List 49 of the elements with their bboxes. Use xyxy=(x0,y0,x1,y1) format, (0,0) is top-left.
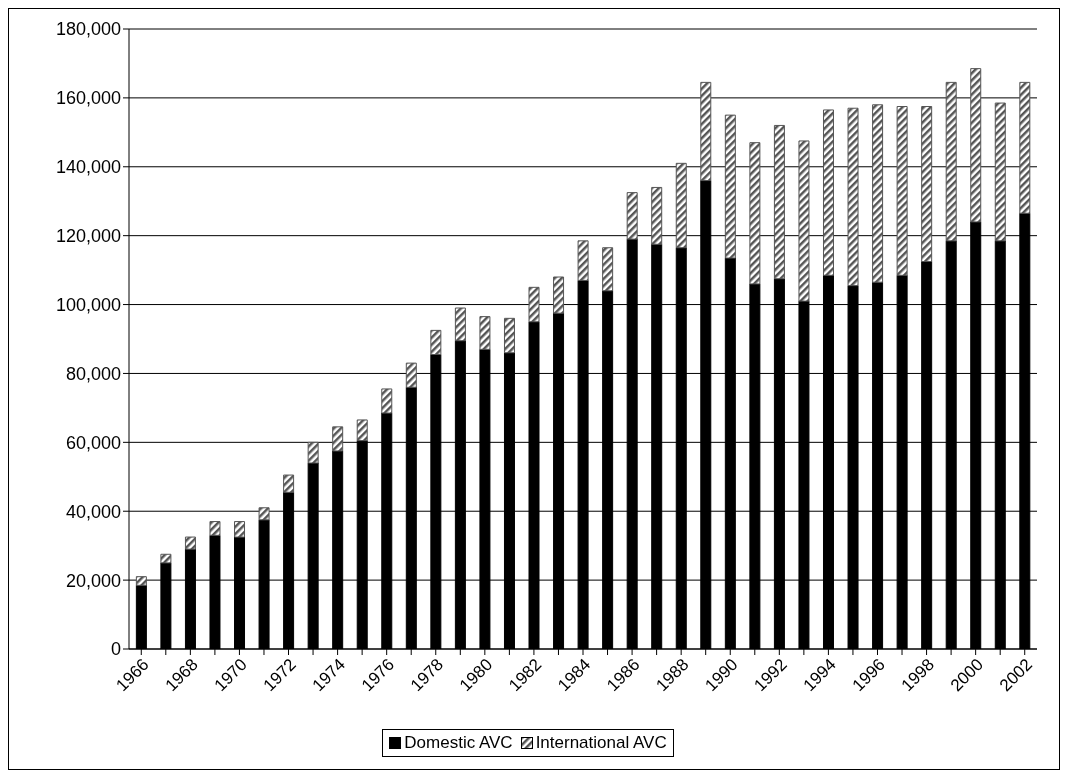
bar xyxy=(160,553,172,564)
y-tick-label: 100,000 xyxy=(55,294,121,315)
bar xyxy=(528,286,540,323)
bar xyxy=(184,536,196,550)
bar xyxy=(798,140,810,302)
y-tick-label: 180,000 xyxy=(55,19,121,40)
bar xyxy=(896,106,908,276)
bar xyxy=(921,106,933,262)
y-tick-label: 80,000 xyxy=(65,363,121,384)
bar xyxy=(307,441,319,464)
bar xyxy=(430,329,442,355)
bar xyxy=(479,316,491,350)
bar xyxy=(332,426,344,452)
bar xyxy=(234,521,246,538)
y-tick-label: 20,000 xyxy=(65,570,121,591)
bar xyxy=(970,68,982,223)
legend-label: Domestic AVC xyxy=(404,733,513,753)
bar xyxy=(749,142,761,285)
y-tick-label: 0 xyxy=(110,639,121,660)
bar xyxy=(503,317,515,354)
y-tick-label: 60,000 xyxy=(65,432,121,453)
bar xyxy=(602,247,614,292)
y-tick-label: 160,000 xyxy=(55,88,121,109)
y-tick-label: 40,000 xyxy=(65,501,121,522)
y-tick-label: 120,000 xyxy=(55,226,121,247)
bar xyxy=(135,576,147,586)
bar xyxy=(1019,81,1031,214)
bar xyxy=(209,521,221,536)
bar xyxy=(700,81,712,182)
bar xyxy=(577,240,589,281)
bar xyxy=(626,192,638,240)
bar xyxy=(945,81,957,242)
y-tick-label: 140,000 xyxy=(55,157,121,178)
bar xyxy=(823,109,834,276)
bar xyxy=(454,307,466,342)
bar xyxy=(872,104,884,283)
bar xyxy=(847,107,859,287)
bar xyxy=(651,186,663,245)
bar xyxy=(356,419,368,442)
bar xyxy=(283,474,295,493)
bar xyxy=(724,114,736,259)
legend-label: International AVC xyxy=(535,733,667,753)
bar xyxy=(675,162,687,249)
bar xyxy=(553,276,565,314)
bar xyxy=(405,362,417,388)
bar xyxy=(258,507,270,521)
bar xyxy=(773,124,785,280)
bar xyxy=(994,102,1006,242)
bar xyxy=(381,388,393,414)
